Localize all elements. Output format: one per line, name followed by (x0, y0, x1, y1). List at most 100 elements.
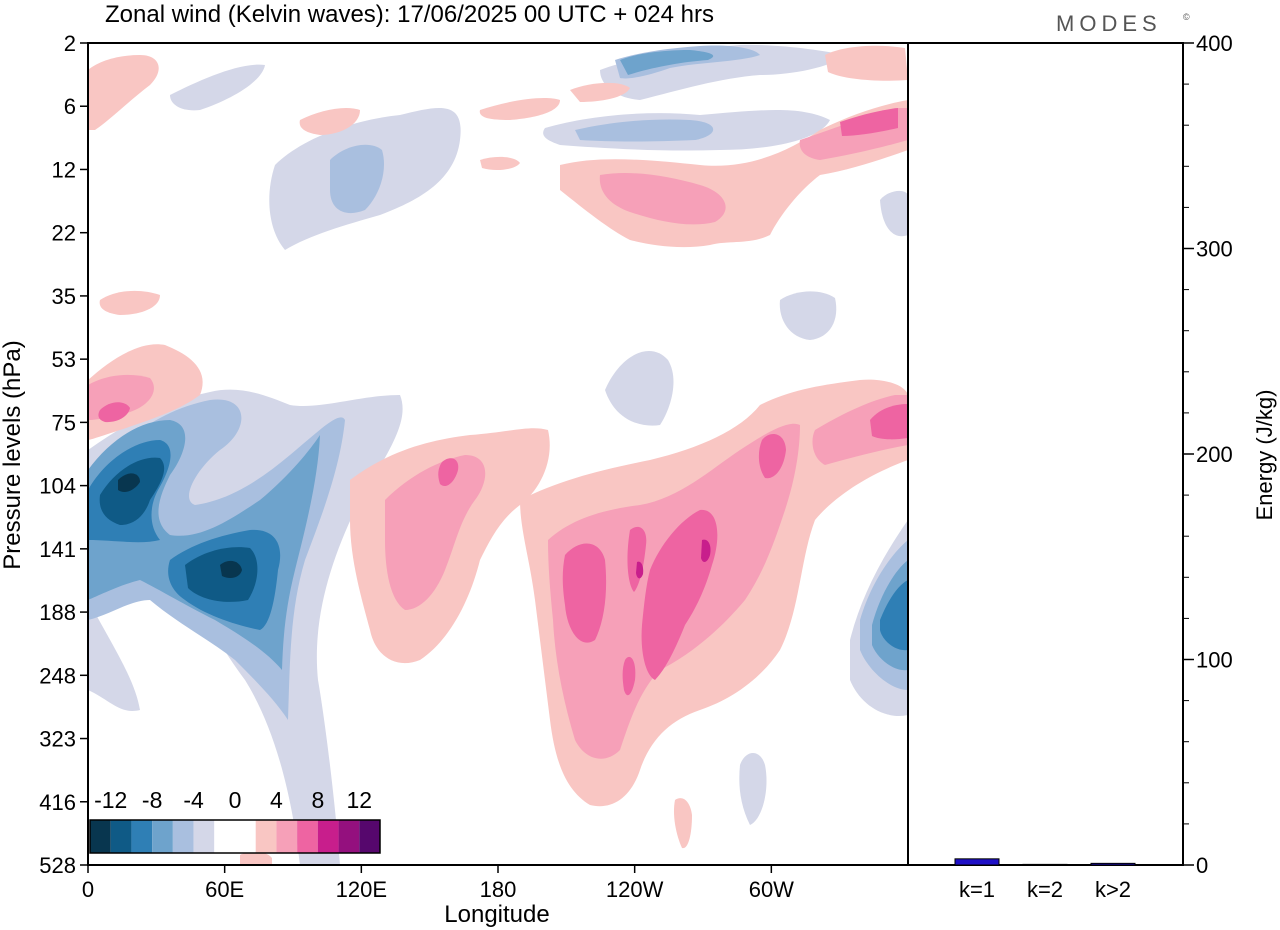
colorbar-swatch (90, 820, 111, 853)
neg-level-1-region (779, 291, 837, 340)
pos-level-3-region (641, 509, 718, 680)
energy-tick-label: 0 (1196, 853, 1208, 878)
energy-bar-1 (954, 858, 1000, 866)
colorbar-swatch (172, 820, 194, 853)
colorbar-tick-label: -8 (142, 787, 162, 813)
energy-tick-label: 300 (1196, 237, 1233, 262)
y-tick-label: 53 (52, 347, 76, 372)
y-tick-label: 2 (64, 31, 76, 56)
colorbar-frame (89, 819, 381, 854)
y-axis: 2 6 12 22 35 53 75 104 141 188 248 323 416 528 (39, 31, 88, 878)
y-tick-label: 75 (52, 410, 76, 435)
colorbar-tick-label: 4 (270, 787, 283, 813)
neg-level-1-region (739, 752, 767, 825)
neg-level-6-region (118, 473, 140, 493)
pos-level-1-region (99, 290, 160, 315)
colorbar-swatch (235, 820, 256, 853)
energy-tick-label: 400 (1196, 31, 1233, 56)
y-tick-label: 6 (64, 94, 76, 119)
pos-level-3-region (622, 656, 636, 696)
pos-level-3-region (870, 404, 908, 440)
x-tick-label: 120W (606, 877, 664, 902)
colorbar-tick-label: 0 (229, 787, 242, 813)
colorbar-swatch (276, 820, 298, 853)
pos-level-2-region (599, 173, 726, 225)
y-tick-label: 35 (52, 284, 76, 309)
pos-level-1-region (825, 45, 908, 81)
x-tick-label: 60E (205, 877, 244, 902)
pos-level-3-region (438, 458, 459, 487)
y-axis-label: Pressure levels (hPa) (0, 340, 26, 569)
energy-axis-label: Energy (J/kg) (1252, 390, 1277, 521)
neg-level-2-region (575, 119, 714, 142)
y-tick-label: 528 (39, 853, 76, 878)
colorbar-tick-label: 12 (346, 787, 372, 813)
colorbar-swatch (193, 820, 215, 853)
chart-title: Zonal wind (Kelvin waves): 17/06/2025 00… (105, 1, 714, 28)
colorbar-swatch (131, 820, 153, 853)
pos-level-2-region (385, 455, 486, 610)
x-axis-label: Longitude (444, 901, 549, 928)
y-tick-label: 323 (39, 727, 76, 752)
neg-level-6-region (220, 560, 242, 578)
energy-bar-3 (1090, 862, 1136, 866)
colorbar-tick-label: -4 (183, 787, 204, 813)
brand-mark: © (1183, 12, 1190, 22)
neg-level-5-region (185, 547, 258, 602)
pos-level-1-region (479, 98, 560, 120)
pos-level-1-region (88, 55, 159, 130)
colorbar-swatch (214, 820, 235, 853)
contour-field (88, 44, 908, 865)
neg-level-4-region (880, 580, 908, 651)
x-tick-label: 0 (82, 877, 94, 902)
colorbar-swatch (338, 820, 360, 853)
colorbar-swatch (359, 820, 380, 853)
energy-category-label: k=1 (959, 877, 995, 902)
pos-level-3-region (98, 402, 130, 423)
colorbar: -12 -8 -4 0 4 8 12 (89, 787, 381, 854)
pos-level-1-region (299, 108, 360, 135)
colorbar-swatch (297, 820, 318, 853)
y-tick-label: 141 (39, 537, 76, 562)
colorbar-tick-label: 8 (311, 787, 324, 813)
y-tick-label: 104 (39, 474, 76, 499)
x-tick-label: 120E (336, 877, 387, 902)
energy-bars: k=1 k=2 k>2 (954, 858, 1136, 902)
energy-category-label: k=2 (1027, 877, 1063, 902)
x-tick-label: 60W (749, 877, 794, 902)
neg-level-3-region (620, 50, 714, 75)
pos-level-4-region (636, 561, 644, 579)
pos-level-1-region (480, 156, 520, 171)
brand-logo: MODES (1056, 11, 1162, 36)
pos-level-3-region (627, 526, 647, 592)
pos-level-3-region (840, 108, 898, 136)
y-tick-label: 416 (39, 790, 76, 815)
colorbar-swatch (152, 820, 173, 853)
neg-level-1-region (88, 600, 140, 711)
energy-tick-label: 200 (1196, 442, 1233, 467)
colorbar-tick-label: -12 (94, 787, 127, 813)
neg-level-1-region (170, 64, 265, 111)
y-tick-label: 22 (52, 221, 76, 246)
neg-level-5-region (99, 457, 165, 525)
neg-level-1-region (880, 190, 908, 237)
pos-level-4-region (701, 539, 711, 562)
x-tick-label: 180 (480, 877, 517, 902)
energy-tick-label: 100 (1196, 648, 1233, 673)
neg-level-1-region (605, 351, 674, 426)
y-tick-label: 248 (39, 663, 76, 688)
neg-level-2-region (330, 144, 385, 214)
energy-bar-2 (1022, 863, 1068, 866)
pos-level-1-region (240, 851, 272, 865)
energy-frame (907, 42, 1184, 866)
energy-axis: 0 100 200 300 400 (1183, 31, 1233, 878)
colorbar-swatch (317, 820, 339, 853)
y-tick-label: 188 (39, 600, 76, 625)
x-axis: 0 60E 120E 180 120W 60W (82, 865, 794, 902)
pos-level-3-region (758, 434, 786, 479)
y-tick-label: 12 (52, 157, 76, 182)
colorbar-swatch (110, 820, 132, 853)
energy-category-label: k>2 (1095, 877, 1131, 902)
pos-level-1-region (673, 798, 692, 849)
